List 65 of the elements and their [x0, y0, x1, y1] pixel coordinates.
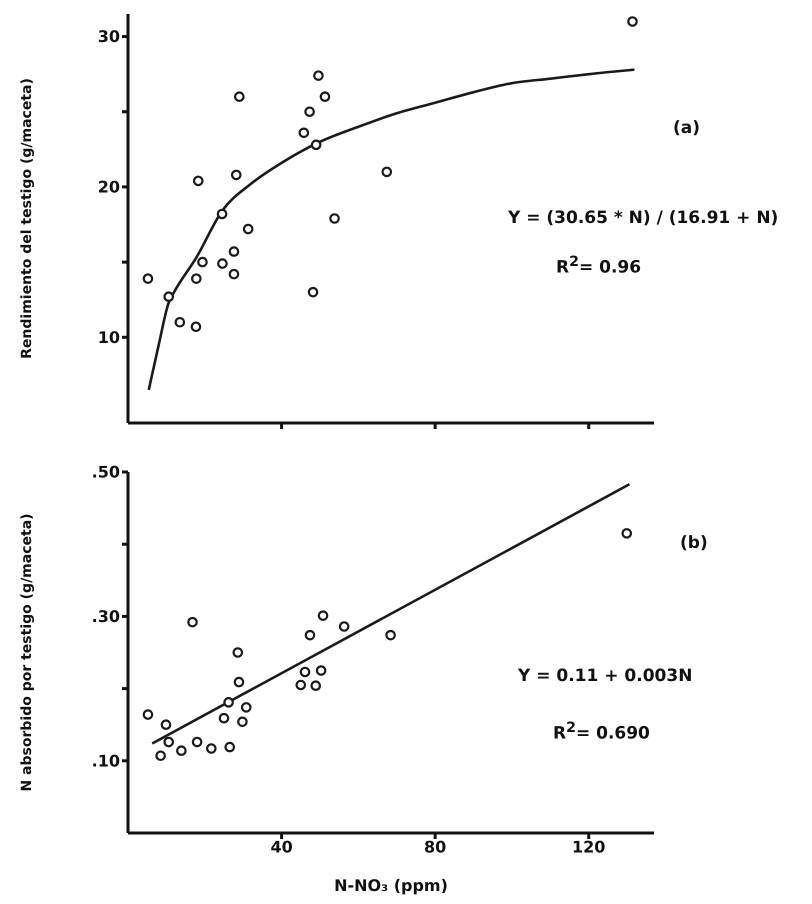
- point: [228, 246, 240, 257]
- y-tick-label: .50: [92, 462, 120, 482]
- point: [142, 709, 154, 720]
- point: [329, 213, 340, 224]
- point: [232, 647, 244, 658]
- x-axis-title: N-NO₃ (ppm): [334, 876, 448, 895]
- point: [163, 736, 174, 748]
- text: (b): [680, 533, 708, 553]
- point: [304, 630, 316, 640]
- point: [187, 616, 198, 628]
- y-tick-label: .30: [92, 607, 120, 626]
- point: [142, 273, 154, 284]
- point: [192, 736, 202, 748]
- text: (a): [673, 118, 700, 138]
- point: [242, 224, 254, 234]
- y-tick-label: 30: [98, 27, 120, 46]
- annotation: R$^{2}$= 0.690: [553, 720, 650, 744]
- point: [216, 208, 228, 220]
- point: [338, 621, 350, 632]
- point: [621, 528, 632, 539]
- y-tick-label: .10: [92, 751, 120, 770]
- point: [206, 743, 217, 754]
- point: [381, 166, 392, 178]
- y-tick-label: 10: [98, 328, 120, 347]
- point: [190, 321, 202, 332]
- y-tick-label: 20: [98, 178, 120, 197]
- point: [228, 268, 240, 280]
- point: [192, 176, 204, 186]
- point: [223, 697, 234, 708]
- point: [298, 127, 310, 138]
- point: [237, 716, 248, 728]
- x-tick-label: 120: [572, 837, 606, 856]
- point: [191, 273, 202, 284]
- point: [240, 702, 252, 713]
- point: [176, 745, 187, 756]
- annotation: Y = (30.65 * N) / (16.91 + N): [508, 208, 778, 228]
- point: [160, 719, 172, 730]
- point: [230, 170, 242, 180]
- point: [224, 742, 236, 752]
- point: [304, 106, 315, 118]
- point: [197, 256, 208, 268]
- x-tick-label: 80: [424, 837, 446, 856]
- point: [217, 258, 228, 269]
- point: [385, 630, 396, 640]
- point: [295, 680, 306, 690]
- point: [316, 665, 326, 676]
- point: [234, 91, 245, 102]
- point: [308, 286, 318, 298]
- point: [313, 70, 324, 81]
- point: [234, 676, 244, 688]
- point: [174, 316, 186, 328]
- annotation: Y = 0.11 + 0.003N: [518, 666, 692, 686]
- point: [320, 91, 330, 102]
- x-tick-label: 40: [270, 837, 293, 856]
- y-axis-title: N absorbido por testigo (g/maceta): [18, 513, 35, 792]
- point: [310, 140, 322, 150]
- point: [318, 610, 328, 621]
- point: [627, 16, 638, 27]
- point: [155, 750, 166, 762]
- point: [310, 680, 322, 692]
- point: [163, 291, 174, 302]
- annotation: R$^{2}$= 0.96: [556, 254, 642, 278]
- point: [218, 712, 230, 724]
- point: [300, 666, 310, 678]
- y-axis-title: Rendimiento del testigo (g/maceta): [18, 78, 35, 359]
